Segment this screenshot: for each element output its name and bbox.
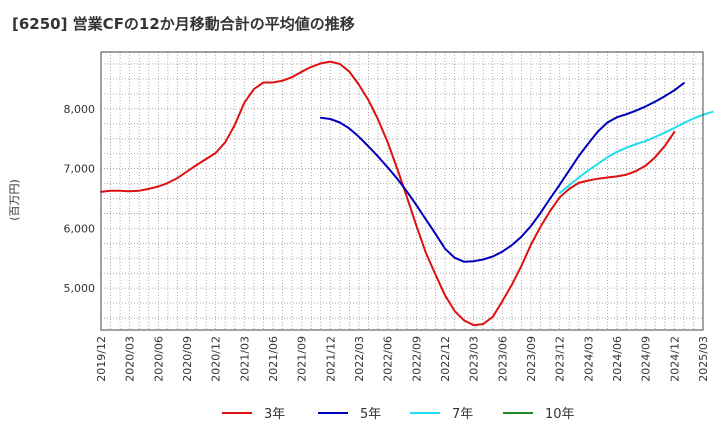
x-tick-label: 2020/06 — [152, 336, 165, 382]
y-axis-label: (百万円) — [8, 179, 21, 221]
x-tick-label: 2024/03 — [582, 336, 595, 382]
legend-label: 3年 — [264, 407, 285, 422]
y-tick-label: 5,000 — [64, 282, 96, 295]
legend-label: 5年 — [360, 407, 381, 422]
y-tick-labels: 5,000 6,000 7,000 8,000 — [64, 103, 96, 295]
x-tick-label: 2022/09 — [410, 336, 423, 382]
x-tick-label: 2022/12 — [439, 336, 452, 382]
x-tick-label: 2021/06 — [267, 336, 280, 382]
x-tick-label: 2023/09 — [525, 336, 538, 382]
legend-label: 7年 — [452, 407, 473, 422]
x-tick-label: 2025/03 — [697, 336, 710, 382]
x-tick-label: 2020/03 — [124, 336, 137, 382]
y-tick-label: 7,000 — [64, 163, 96, 176]
legend: 3年 5年 7年 10年 — [222, 407, 575, 422]
x-tick-label: 2020/09 — [181, 336, 194, 382]
series-line — [100, 60, 676, 327]
series-line — [319, 82, 685, 263]
x-tick-label: 2021/09 — [296, 336, 309, 382]
legend-label: 10年 — [545, 407, 575, 422]
x-tick-label: 2022/03 — [353, 336, 366, 382]
gridlines — [101, 52, 703, 330]
chart-title: [6250] 営業CFの12か月移動合計の平均値の推移 — [12, 15, 355, 33]
x-tick-labels: 2019/12 2020/03 2020/06 2020/09 2020/12 2021/… — [95, 336, 710, 382]
x-tick-label: 2024/06 — [611, 336, 624, 382]
x-tick-label: 2024/12 — [668, 336, 681, 382]
plot-frame — [100, 51, 704, 331]
series-line — [558, 110, 714, 195]
x-tick-label: 2021/12 — [324, 336, 337, 382]
x-tick-label: 2019/12 — [95, 336, 108, 382]
x-tick-label: 2020/12 — [210, 336, 223, 382]
x-tick-label: 2023/12 — [554, 336, 567, 382]
series-lines — [100, 60, 714, 327]
x-tick-label: 2022/06 — [382, 336, 395, 382]
x-tick-label: 2024/09 — [640, 336, 653, 382]
y-tick-label: 6,000 — [64, 222, 96, 235]
x-tick-label: 2023/06 — [496, 336, 509, 382]
x-tick-label: 2021/03 — [238, 336, 251, 382]
y-tick-label: 8,000 — [64, 103, 96, 116]
x-tick-label: 2023/03 — [468, 336, 481, 382]
